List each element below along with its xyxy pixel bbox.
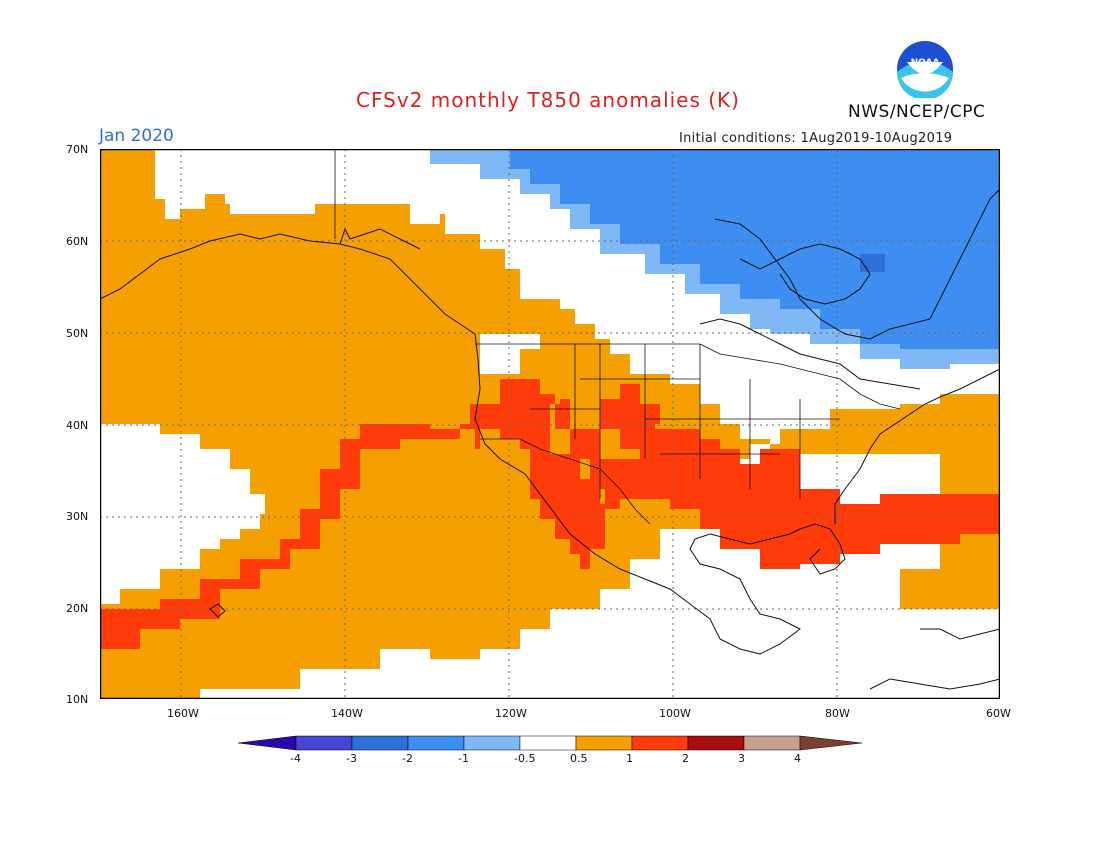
initial-conditions-label: Initial conditions: 1Aug2019-10Aug2019 [679,131,953,146]
colorbar-swatch [743,735,801,751]
colorbar-swatch [463,735,521,751]
valid-month-label: Jan 2020 [99,126,174,146]
colorbar-label: 0.5 [570,752,588,765]
colorbar-label: 2 [682,752,689,765]
noaa-logo-text: NOAA [911,58,940,68]
anomaly-region-neutral-canada [340,149,940,404]
colorbar-label: 1 [626,752,633,765]
colorbar-swatch [631,735,689,751]
anomaly-region-neutral-caribbean [700,614,1000,699]
colorbar-swatch [407,735,465,751]
lat-label-50n: 50N [66,327,89,340]
colorbar-swatch [519,735,577,751]
lat-label-20n: 20N [66,602,89,615]
noaa-logo-icon: NOAA [897,41,953,98]
colorbar-swatch [351,735,409,751]
lon-label-120w: 120W [495,707,527,720]
anomaly-region-red-colorado [620,384,660,449]
boundaries [334,149,901,525]
anomaly-region-blue-canada [510,149,1000,349]
lat-label-70n: 70N [66,143,89,156]
graticule [100,149,1000,699]
colorbar-arrow-high [799,735,862,751]
colorbar-label: 3 [738,752,745,765]
anomaly-region-neutral-south [380,679,600,699]
colorbar-label: -2 [402,752,413,765]
anomaly-map [100,149,1000,699]
anomaly-region-red-southwest [470,404,550,459]
colorbar-label: 4 [794,752,801,765]
coastlines [100,188,1000,690]
agency-label: NWS/NCEP/CPC [848,102,986,122]
anomaly-region-red-pacific [100,379,650,649]
colorbar-label: -3 [346,752,357,765]
anomaly-region-neutral-north-pacific [155,149,225,219]
map-frame [100,149,1000,699]
map-title: CFSv2 monthly T850 anomalies (K) [356,88,740,112]
lon-label-60w: 60W [986,707,1011,720]
colorbar [238,735,862,751]
colorbar-swatch [687,735,745,751]
lon-label-80w: 80W [825,707,850,720]
lat-label-40n: 40N [66,419,89,432]
anomaly-region-neutral-pacific [100,424,265,604]
anomaly-region-red-mexico [530,454,605,569]
lat-label-60n: 60N [66,235,89,248]
colorbar-swatch [575,735,633,751]
lat-label-30n: 30N [66,510,89,523]
colorbar-label: -0.5 [514,752,536,765]
anomaly-region-darkblue-hudson [860,254,885,272]
anomaly-region-red-atlantic [880,494,1000,504]
lon-label-100w: 100W [659,707,691,720]
lon-label-160w: 160W [167,707,199,720]
colorbar-label: -1 [458,752,469,765]
colorbar-label: -4 [290,752,301,765]
colorbar-swatch [295,735,353,751]
colorbar-arrow-low [238,735,297,751]
lat-label-10n: 10N [66,693,89,706]
lon-label-140w: 140W [331,707,363,720]
